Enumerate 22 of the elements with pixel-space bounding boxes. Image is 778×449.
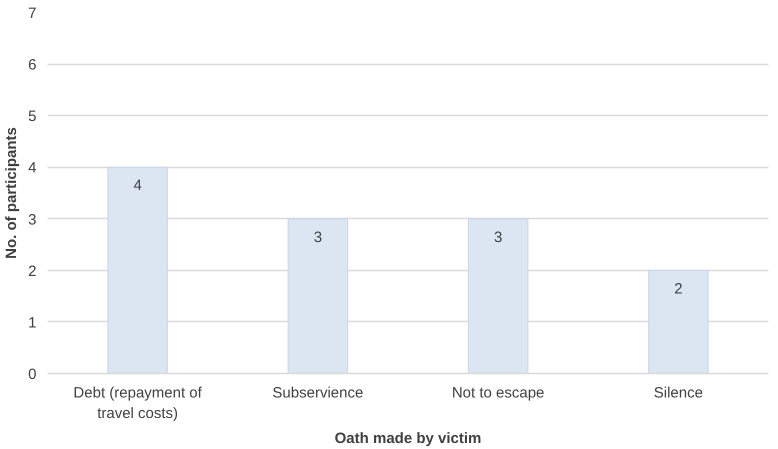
bar: [288, 218, 348, 374]
y-tick-label: 1: [28, 314, 36, 332]
data-label: 3: [494, 228, 502, 246]
y-axis-title: No. of participants: [3, 127, 20, 259]
y-tick-label: 7: [28, 5, 36, 22]
x-tick-label: Subservience: [272, 384, 364, 402]
y-tick-label: 2: [28, 262, 36, 280]
y-tick-label: 0: [28, 366, 36, 383]
bar: [648, 270, 709, 374]
data-label: 2: [674, 280, 683, 298]
x-tick-label: Silence: [654, 384, 703, 402]
bar: [107, 166, 168, 374]
data-label: 4: [133, 177, 142, 194]
x-tick-label: Not to escape: [452, 384, 544, 402]
x-axis-title: Oath made by victim: [334, 430, 482, 447]
y-tick-label: 5: [28, 108, 36, 126]
y-tick-label: 4: [28, 160, 36, 177]
y-tick-label: 3: [28, 211, 36, 228]
x-tick-label: Debt (repayment of travel costs): [73, 384, 203, 422]
bar: [468, 218, 528, 374]
data-label: 3: [314, 228, 322, 246]
y-tick-label: 6: [28, 56, 36, 74]
